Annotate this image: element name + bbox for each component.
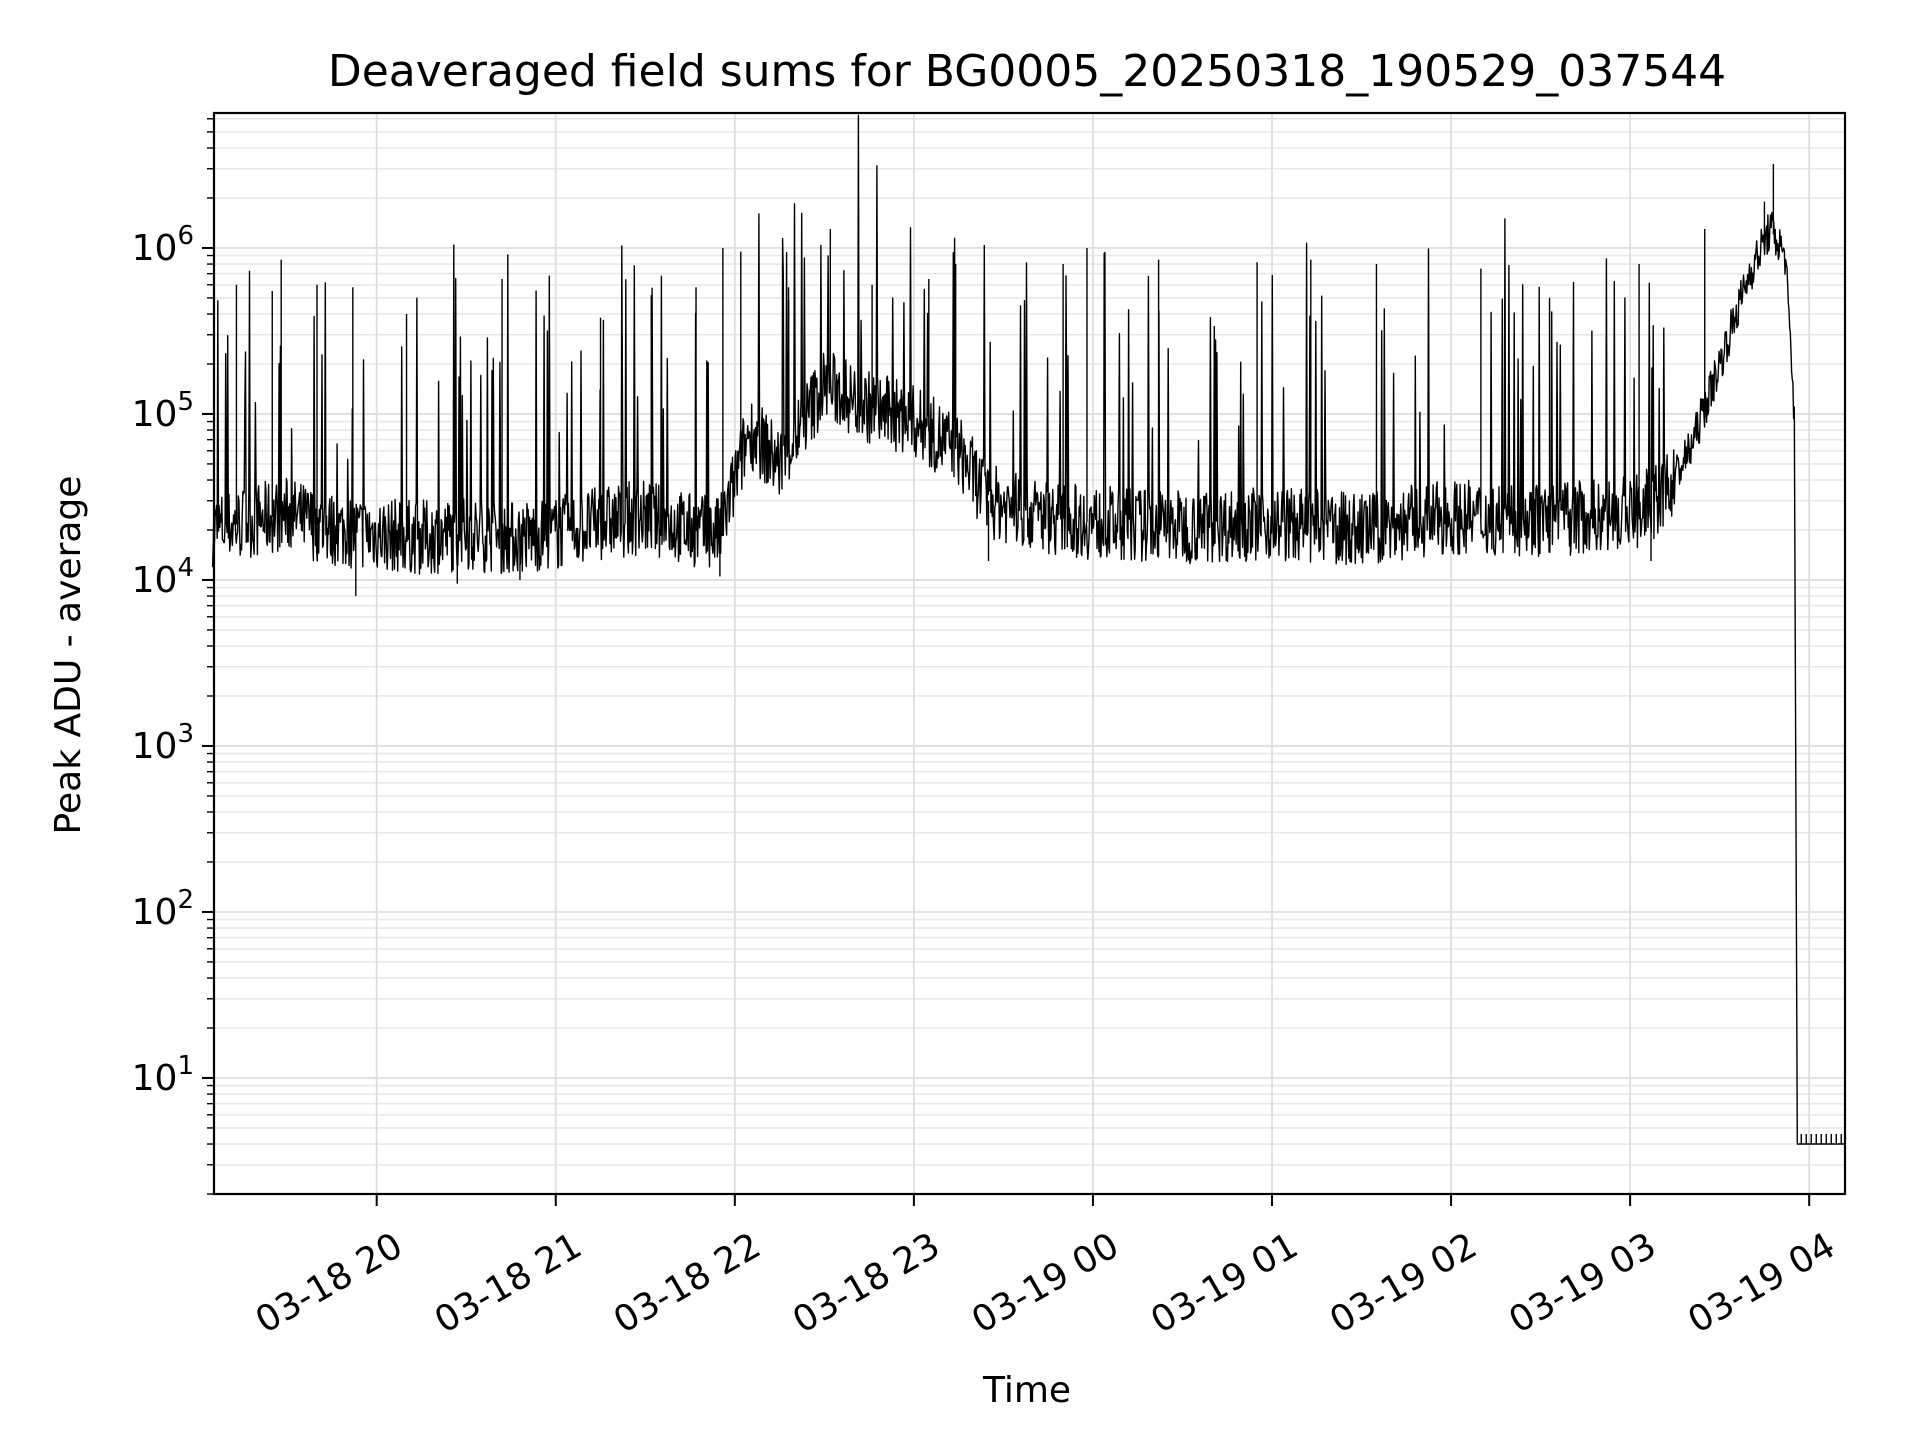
x-tick-label: 03-18 21: [428, 1225, 589, 1341]
x-tick-label: 03-19 04: [1681, 1225, 1842, 1341]
series-layer: [211, 114, 1845, 1145]
y-axis-label: Peak ADU - average: [48, 476, 89, 835]
x-tick-label: 03-18 22: [607, 1225, 768, 1341]
x-tick-label: 03-18 20: [249, 1225, 410, 1341]
y-tick-label: 101: [132, 1051, 194, 1099]
chart-title: Deaveraged field sums for BG0005_2025031…: [328, 46, 1726, 97]
series-trace: [211, 114, 1845, 1145]
y-tick-label: 106: [132, 221, 194, 269]
x-tick-label: 03-19 02: [1323, 1225, 1484, 1341]
x-tick-label: 03-19 01: [1144, 1225, 1305, 1341]
y-tick-label: 102: [132, 885, 194, 933]
y-tick-label: 105: [132, 387, 194, 435]
y-tick-label: 103: [132, 719, 194, 767]
x-tick-label: 03-19 00: [965, 1225, 1126, 1341]
y-tick-label: 104: [132, 553, 194, 601]
x-tick-label: 03-18 23: [786, 1225, 947, 1341]
plot-frame: [212, 111, 1847, 1196]
x-tick-label: 03-19 03: [1502, 1225, 1663, 1341]
x-axis-label: Time: [982, 1370, 1071, 1411]
grid-layer: [214, 113, 1845, 1195]
